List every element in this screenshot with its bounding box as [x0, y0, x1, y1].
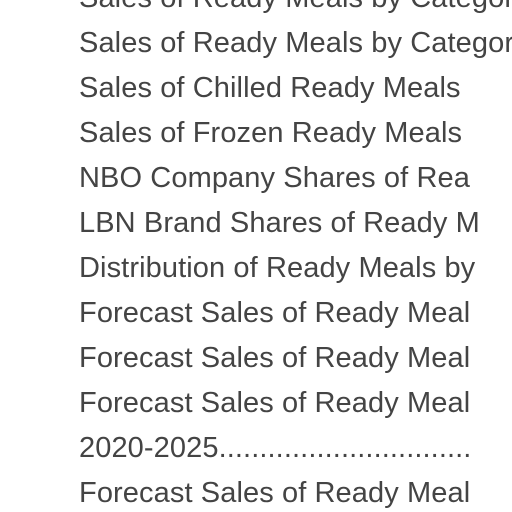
toc-entry: Sales of Frozen Ready Meals	[79, 117, 463, 149]
toc-entry: Forecast Sales of Ready Meal	[79, 387, 471, 419]
toc-entry: NBO Company Shares of Rea	[79, 162, 470, 194]
toc-entry: LBN Brand Shares of Ready M	[79, 207, 480, 239]
toc-entry: Forecast Sales of Ready Meal	[79, 342, 471, 374]
toc-entry: Sales of Chilled Ready Meals	[79, 72, 461, 104]
toc-entry: Forecast Sales of Ready Meal	[79, 297, 471, 329]
toc-entry: Distribution of Ready Meals by	[79, 252, 476, 284]
toc-entry: Forecast Sales of Ready Meal	[79, 477, 471, 509]
toc-entry: Sales of Ready Meals by Category	[79, 27, 512, 59]
table-of-contents: Sales of Ready Meals by Category: % Valu…	[79, 0, 512, 512]
toc-entry: Sales of Ready Meals by Category: % Valu…	[79, 0, 512, 21]
toc-entry-continuation: 2020-2025...............................	[79, 432, 472, 464]
